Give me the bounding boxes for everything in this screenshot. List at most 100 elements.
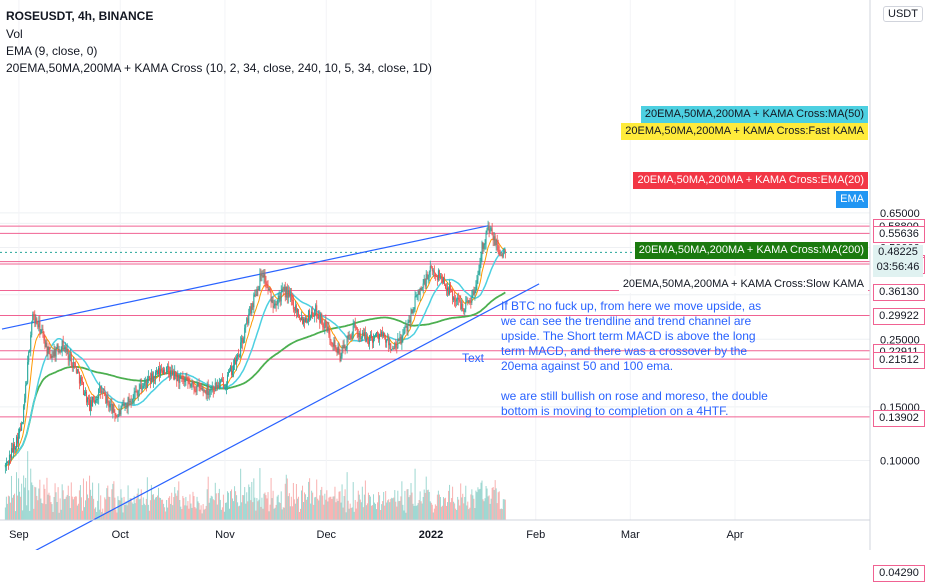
volume-bar xyxy=(358,494,360,520)
candle-body xyxy=(470,300,472,303)
level-price-label: 0.21512 xyxy=(873,352,925,370)
volume-bar xyxy=(187,501,189,520)
axes: 0.650000.600000.500000.450000.350000.250… xyxy=(0,0,920,550)
volume-bar xyxy=(399,500,401,520)
candle-body xyxy=(131,402,133,404)
volume-bar xyxy=(364,480,366,520)
candle-body xyxy=(401,335,403,344)
candle-body xyxy=(372,338,374,343)
candle-body xyxy=(286,286,288,298)
volume-bar xyxy=(422,496,424,520)
volume-bar xyxy=(143,503,145,520)
trendline-lower xyxy=(35,283,540,550)
volume-bar xyxy=(455,508,457,520)
volume-bar xyxy=(172,505,174,520)
candle-body xyxy=(257,288,259,290)
candle-body xyxy=(327,326,329,331)
candle-body xyxy=(30,335,32,350)
volume-bar xyxy=(487,496,489,520)
volume-bar xyxy=(366,503,368,520)
volume-bar xyxy=(432,512,434,520)
candle-body xyxy=(272,299,274,308)
volume-bar xyxy=(266,498,268,520)
volume-bar xyxy=(106,488,108,520)
indicator-tag: 20EMA,50MA,200MA + KAMA Cross:EMA(20) xyxy=(633,172,868,189)
volume-bar xyxy=(12,495,14,520)
volume-bar xyxy=(160,498,162,520)
candle-body xyxy=(86,391,88,403)
volume-bar xyxy=(207,476,209,520)
volume-bar xyxy=(73,497,75,520)
annotation-note[interactable]: If BTC no fuck up, from here we move ups… xyxy=(501,299,768,418)
candle-body xyxy=(190,383,192,387)
level-price-label: 0.29922 xyxy=(873,308,925,326)
currency-button[interactable]: USDT xyxy=(883,6,923,22)
volume-bar xyxy=(307,496,309,520)
candle-body xyxy=(406,326,408,332)
candle-body xyxy=(187,378,189,383)
candle-body xyxy=(38,321,40,328)
volume-bar xyxy=(365,505,367,520)
price-chart[interactable]: 0.650000.600000.500000.450000.350000.250… xyxy=(0,0,932,550)
volume-bar xyxy=(340,502,342,520)
candle-body xyxy=(393,347,395,349)
candle-body xyxy=(99,386,101,389)
candle-body xyxy=(443,277,445,285)
volume-bar xyxy=(302,485,304,520)
volume-bar xyxy=(198,503,200,520)
candle-body xyxy=(251,303,253,314)
candle-body xyxy=(109,404,111,408)
volume-bar xyxy=(153,499,155,520)
volume-bar xyxy=(181,509,183,520)
volume-bar xyxy=(105,499,107,520)
candle-body xyxy=(74,363,76,367)
volume-bar xyxy=(211,496,213,520)
volume-bar xyxy=(78,490,80,520)
candle-body xyxy=(313,315,315,317)
volume-bar xyxy=(381,504,383,520)
candle-body xyxy=(47,346,49,354)
volume-bar xyxy=(132,503,134,520)
candle-body xyxy=(181,375,183,377)
volume-bar xyxy=(182,495,184,520)
candle-body xyxy=(381,331,383,336)
volume-bar xyxy=(158,487,160,520)
volume-bar xyxy=(348,508,350,520)
candle-body xyxy=(142,385,144,389)
volume-bar xyxy=(202,504,204,520)
candle-body xyxy=(347,335,349,338)
volume-bar xyxy=(369,496,371,520)
candle-body xyxy=(37,324,39,328)
volume-bar xyxy=(89,475,91,520)
candle-body xyxy=(500,254,502,256)
text-tool-label[interactable]: Text xyxy=(462,351,485,365)
candle-body xyxy=(65,346,67,352)
candle-body xyxy=(490,228,492,230)
volume-bar xyxy=(127,485,129,520)
volume-bar xyxy=(485,486,487,520)
volume-bar xyxy=(69,507,71,520)
candle-body xyxy=(478,270,480,275)
current-price-value: 0.48225 xyxy=(878,246,918,259)
volume-bar xyxy=(294,503,296,520)
volume-bar xyxy=(147,504,149,520)
candle-body xyxy=(183,378,185,382)
candle-body xyxy=(419,287,421,295)
volume-bar xyxy=(32,485,34,520)
volume-bar xyxy=(482,499,484,520)
candle-body xyxy=(73,362,75,364)
volume-bar xyxy=(93,498,95,520)
volume-bar xyxy=(57,487,59,520)
volume-bar xyxy=(46,477,48,520)
candle-body xyxy=(280,291,282,302)
candle-body xyxy=(340,356,342,362)
candle-body xyxy=(111,404,113,413)
volume-bar xyxy=(438,494,440,520)
candle-body xyxy=(97,398,99,400)
volume-bar xyxy=(20,496,22,520)
volume-bar xyxy=(34,486,36,520)
volume-bar xyxy=(30,468,32,520)
volume-bar xyxy=(138,499,140,520)
candle-body xyxy=(105,395,107,404)
